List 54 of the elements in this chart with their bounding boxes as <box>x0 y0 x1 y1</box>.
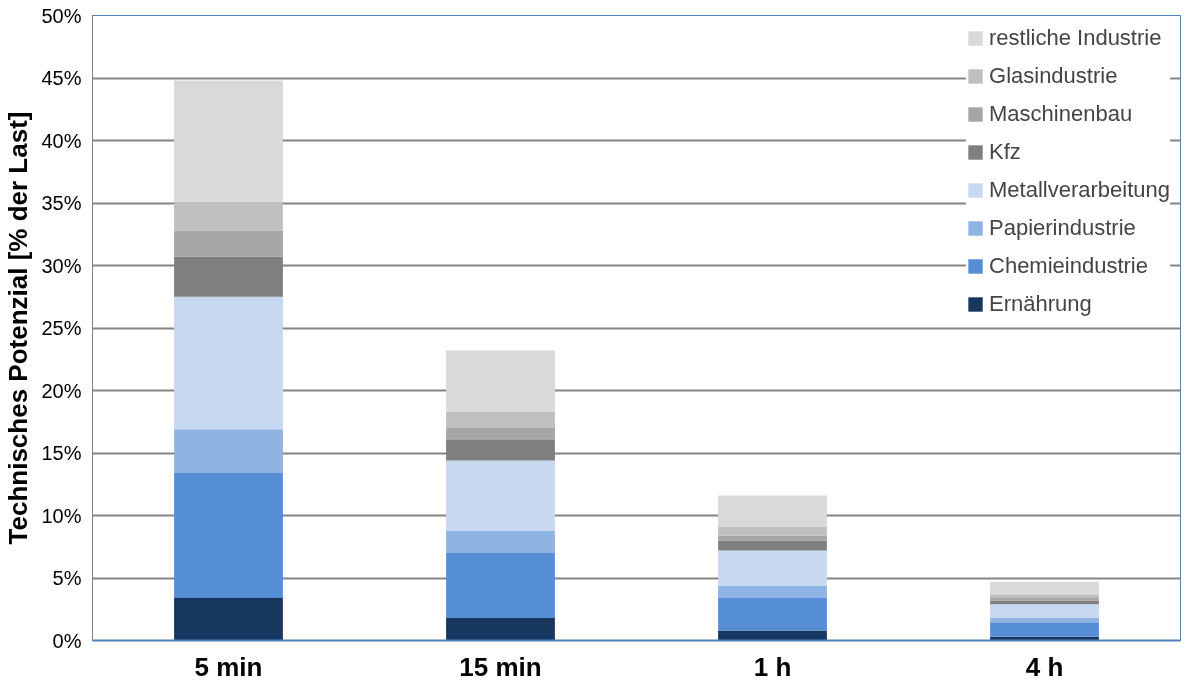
legend-label: Maschinenbau <box>989 101 1133 127</box>
bar <box>718 535 827 541</box>
bar <box>990 581 1099 595</box>
bar <box>174 230 283 257</box>
bar <box>990 623 1099 637</box>
y-axis-title: Technisches Potenzial [% der Last] <box>3 111 34 545</box>
x-tick-label: 1 h <box>753 651 792 682</box>
bar <box>718 598 827 631</box>
bar <box>718 550 827 586</box>
bar <box>174 80 283 202</box>
legend-label: restliche Industrie <box>989 25 1162 51</box>
y-tick-label: 45% <box>41 67 82 89</box>
y-tick-label: 35% <box>41 192 82 214</box>
bar <box>446 460 555 531</box>
bar <box>174 473 283 598</box>
bar <box>446 553 555 618</box>
bar <box>990 594 1099 598</box>
bar <box>718 540 827 551</box>
bar <box>990 598 1099 601</box>
bar <box>174 296 283 430</box>
legend-label: Chemieindustrie <box>989 253 1148 279</box>
bar <box>446 428 555 440</box>
bar <box>446 618 555 641</box>
bar <box>446 411 555 428</box>
bar <box>718 526 827 536</box>
bar <box>446 350 555 412</box>
y-tick-label: 40% <box>41 129 82 152</box>
bar <box>990 604 1099 618</box>
y-tick-label: 15% <box>41 442 82 464</box>
x-tick-label: 5 min <box>194 651 263 682</box>
legend-label: Papierindustrie <box>989 215 1136 241</box>
bar <box>446 439 555 461</box>
bar <box>174 429 283 473</box>
bar <box>446 530 555 553</box>
bar <box>718 630 827 641</box>
bar <box>718 585 827 598</box>
x-tick-label: 4 h <box>1025 651 1064 682</box>
x-tick-label: 15 min <box>459 651 542 682</box>
y-tick-label: 0% <box>52 629 82 652</box>
bar <box>174 598 283 641</box>
legend-label: Kfz <box>989 139 1021 165</box>
y-tick-label: 20% <box>41 379 82 402</box>
bar <box>174 201 283 231</box>
y-tick-label: 50% <box>41 4 82 27</box>
legend-label: Metallverarbeitung <box>989 177 1170 203</box>
bar <box>718 495 827 527</box>
y-tick-label: 10% <box>41 504 82 527</box>
legend-label: Ernährung <box>989 291 1092 317</box>
bar <box>990 618 1099 623</box>
y-tick-label: 5% <box>52 567 82 589</box>
bar <box>174 256 283 297</box>
y-tick-label: 30% <box>41 254 82 277</box>
legend-label: Glasindustrie <box>989 63 1118 89</box>
y-tick-label: 25% <box>41 317 82 339</box>
